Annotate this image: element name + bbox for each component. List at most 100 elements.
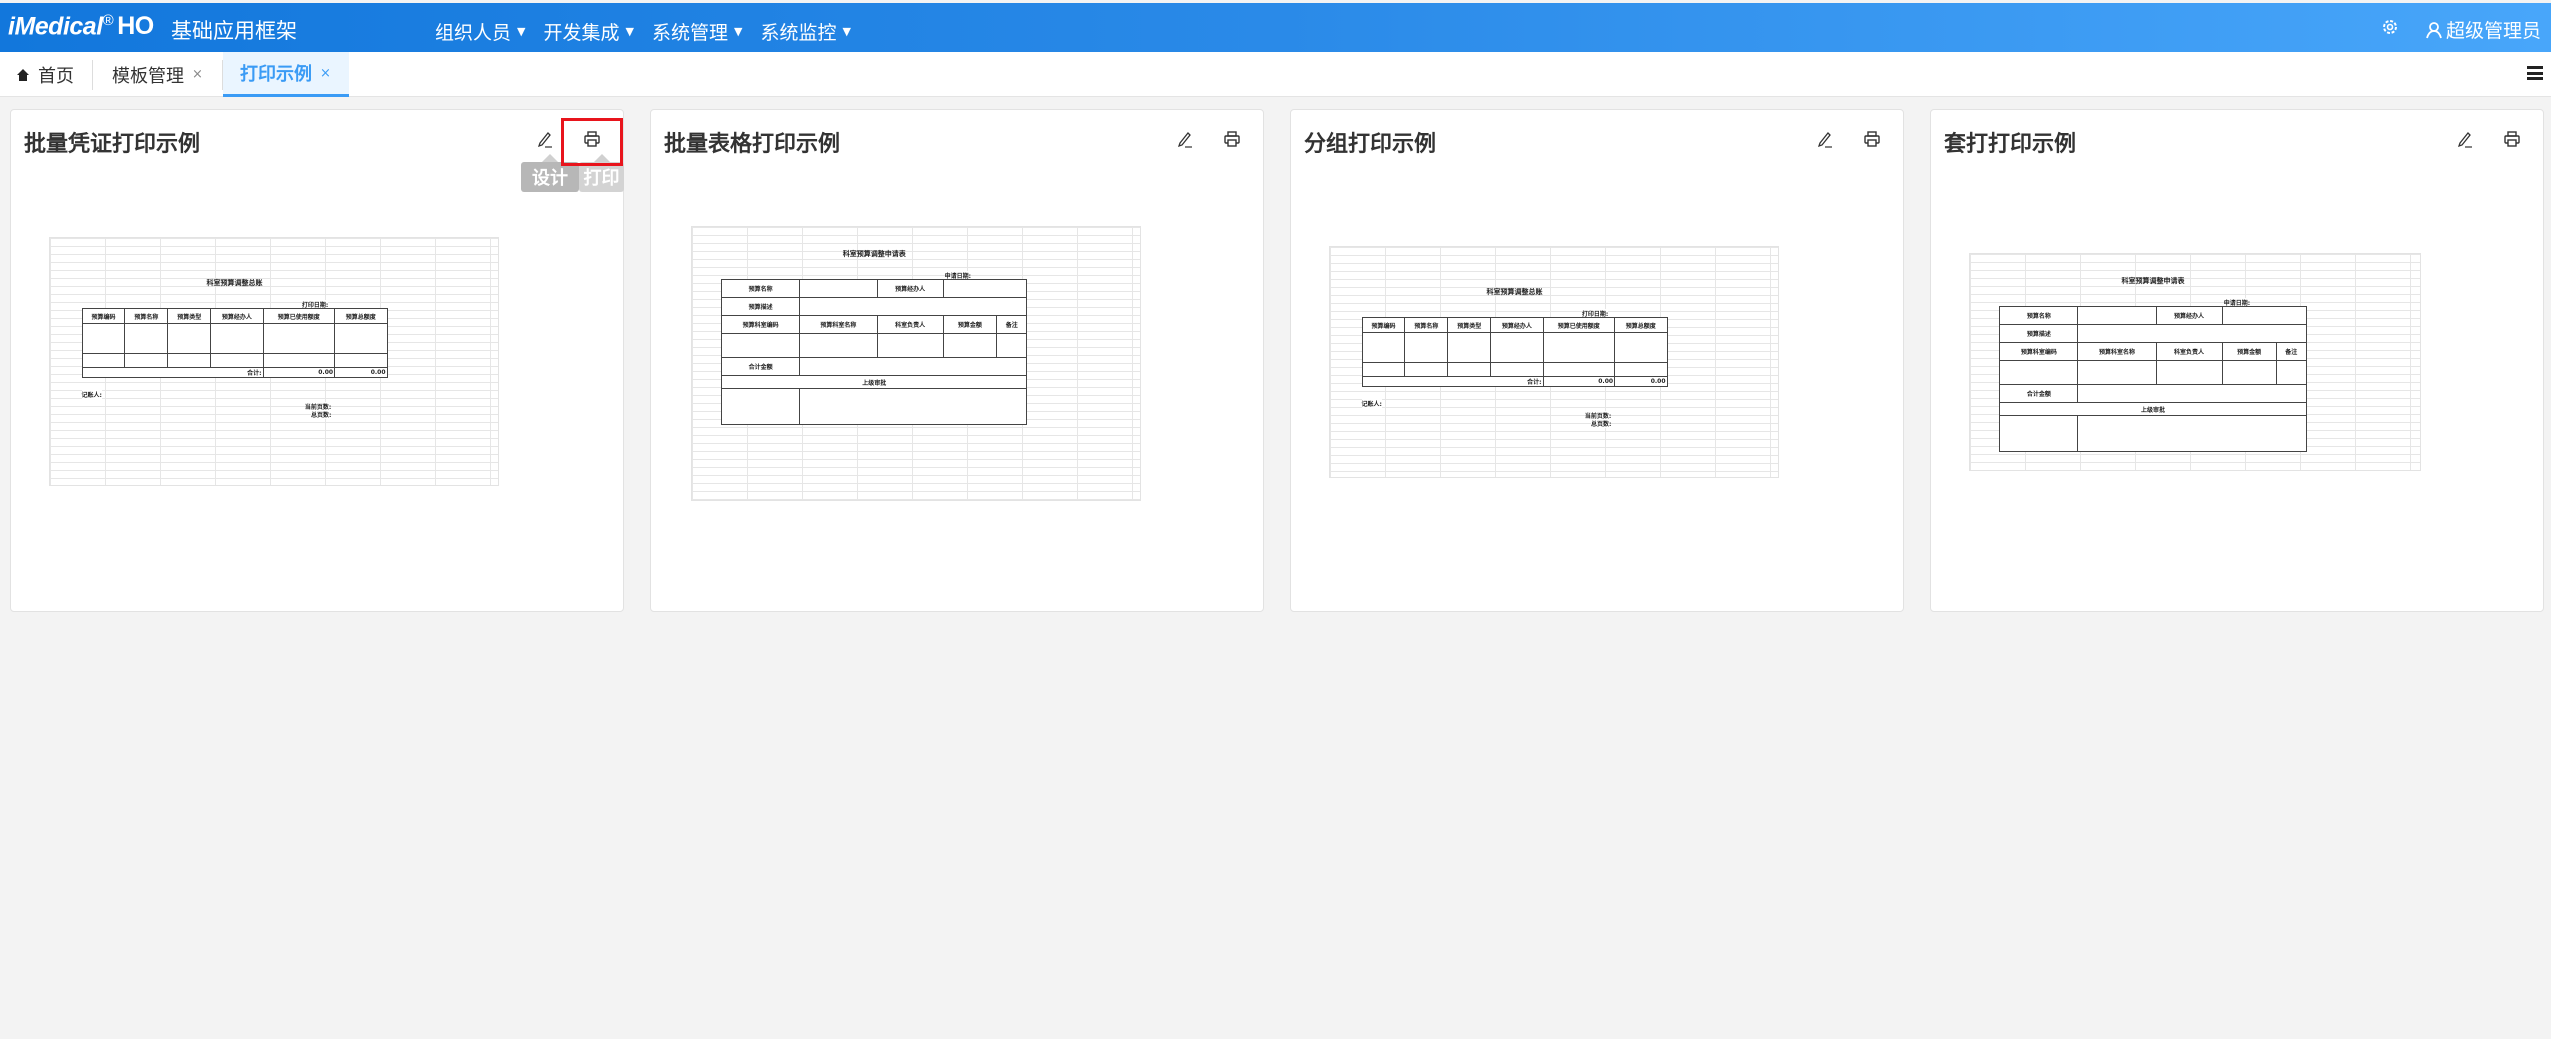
close-icon[interactable]: × (320, 65, 331, 81)
table-cell (334, 353, 388, 368)
tab-print-examples[interactable]: 打印示例 × (223, 52, 349, 97)
table-cell: 预算已使用额度 (262, 308, 336, 324)
header-row: 预算编码 预算名称 预算类型 预算经办人 预算已使用额度 预算总额度 (1361, 317, 1668, 333)
nav-system-monitor[interactable]: 系统监控 ▼ (760, 18, 850, 45)
table-cell: 预算经办人 (876, 279, 944, 298)
example-card: 批量凭证打印示例 设计 打印 科室预算调整总账 打印日期: 预算编码 预算名称 预算类型 预算经… (10, 109, 624, 612)
logo-suffix: HO (117, 12, 154, 41)
top-header: iMedical® HO 基础应用框架 组织人员 ▼ 开发集成 ▼ 系统管理 ▼ 系统监… (0, 3, 2551, 52)
table-cell (2077, 306, 2157, 325)
sum-row: 合计金额 (721, 357, 1028, 376)
preview-table: 预算编码 预算名称 预算类型 预算经办人 预算已使用额度 预算总额度 合计: 0.00 0.00 (1361, 317, 1668, 387)
table-cell: 0.00 (1614, 376, 1668, 387)
empty-row (81, 323, 388, 354)
empty-row (81, 353, 388, 368)
table-cell: 上级审批 (1999, 402, 2307, 416)
table-cell: 上级审批 (721, 375, 1028, 389)
tab-home[interactable]: 首页 (16, 52, 74, 97)
table-cell (2221, 306, 2307, 325)
table-cell: 预算名称 (1999, 306, 2079, 325)
table-cell: 预算经办人 (2155, 306, 2223, 325)
bookkeeper-label: 记账人: (81, 390, 102, 399)
table-cell (2077, 324, 2307, 343)
edit-design-button[interactable] (2450, 124, 2480, 154)
table-cell (262, 323, 336, 354)
table-cell: 预算描述 (721, 297, 800, 316)
print-button[interactable] (1857, 124, 1887, 154)
table-cell (1447, 362, 1492, 377)
nav-org-people[interactable]: 组织人员 ▼ (435, 18, 525, 45)
table-cell (124, 353, 169, 368)
gear-icon[interactable] (2381, 18, 2399, 41)
table-cell: 0.00 (1542, 376, 1616, 387)
table-cell (798, 388, 1028, 425)
edit-design-button[interactable] (1170, 124, 1200, 154)
app-title: 基础应用框架 (171, 19, 297, 43)
caret-down-icon: ▼ (625, 25, 634, 38)
caret-down-icon: ▼ (517, 25, 526, 38)
template-preview: 科室预算调整总账 打印日期: 预算编码 预算名称 预算类型 预算经办人 预算已使用额度 预算总… (1329, 246, 1779, 478)
table-cell: 预算总额度 (334, 308, 388, 324)
pencil-icon (2457, 132, 2472, 148)
example-card: 批量表格打印示例 科室预算调整申请表 申请日期: 预算名称 预算经办人 预算描述 预算科室编… (650, 109, 1264, 612)
divider (222, 60, 223, 90)
print-tooltip: 打印 (579, 154, 624, 192)
table-cell (81, 323, 126, 354)
preview-table: 预算编码 预算名称 预算类型 预算经办人 预算已使用额度 预算总额度 合计: 0.00 0.00 (81, 308, 388, 378)
edit-design-button[interactable] (1810, 124, 1840, 154)
tab-template-management[interactable]: 模板管理 × (112, 52, 203, 97)
table-cell: 预算名称 (721, 279, 800, 298)
desc-row: 预算描述 (1999, 324, 2307, 343)
logo-text: iMedical (8, 12, 103, 41)
table-cell (2275, 360, 2307, 385)
current-page-label: 当前页数: (1584, 411, 1612, 420)
table-cell: 预算类型 (1447, 317, 1492, 333)
table-cell (942, 333, 998, 358)
divider (92, 60, 93, 90)
table-cell (81, 353, 126, 368)
caret-down-icon: ▼ (842, 25, 851, 38)
nav-label: 系统管理 (651, 22, 728, 44)
total-pages-label: 总页数: (311, 410, 332, 419)
table-cell (167, 323, 212, 354)
table-cell (1361, 362, 1406, 377)
print-button[interactable] (1217, 124, 1247, 154)
table-cell: 科室负责人 (2155, 342, 2223, 361)
table-cell (1490, 362, 1544, 377)
preview-title: 科室预算调整申请表 (842, 250, 906, 258)
table-cell: 合计金额 (1999, 384, 2079, 403)
table-cell: 备注 (996, 315, 1028, 334)
print-button-highlight (561, 118, 623, 166)
close-icon[interactable]: × (192, 67, 203, 82)
bookkeeper-label: 记账人: (1361, 399, 1382, 408)
template-preview: 科室预算调整申请表 申请日期: 预算名称 预算经办人 预算描述 预算科室编码 预算科室名称科… (1969, 253, 2421, 471)
table-cell: 预算已使用额度 (1542, 317, 1616, 333)
table-cell (721, 388, 800, 425)
print-button[interactable] (2497, 124, 2527, 154)
print-button[interactable] (577, 124, 607, 154)
nav-system-management[interactable]: 系统管理 ▼ (652, 18, 742, 45)
printer-icon (1224, 131, 1240, 147)
tab-label: 模板管理 (112, 65, 184, 87)
table-cell: 预算编码 (81, 308, 126, 324)
hamburger-menu-icon[interactable] (2527, 66, 2543, 80)
table-cell: 预算科室名称 (2077, 342, 2157, 361)
table-cell: 备注 (2275, 342, 2307, 361)
logo: iMedical® HO (8, 12, 154, 41)
table-cell (2077, 415, 2307, 452)
empty-row (1361, 362, 1668, 377)
current-page-label: 当前页数: (304, 402, 332, 411)
caret-down-icon: ▼ (733, 25, 743, 38)
table-cell (721, 333, 800, 358)
table-cell: 预算金额 (942, 315, 998, 334)
card-title: 套打打印示例 (1944, 132, 2077, 157)
sum-row: 合计金额 (1999, 384, 2307, 403)
desc-row: 预算描述 (721, 297, 1028, 316)
nav-dev-integration[interactable]: 开发集成 ▼ (543, 18, 633, 45)
approve-body-row (1999, 415, 2307, 452)
user-menu[interactable]: 超级管理员 (2425, 16, 2541, 43)
design-tooltip: 设计 (521, 154, 579, 192)
table-cell (996, 333, 1028, 358)
edit-design-button[interactable] (530, 124, 560, 154)
table-cell (210, 323, 264, 354)
